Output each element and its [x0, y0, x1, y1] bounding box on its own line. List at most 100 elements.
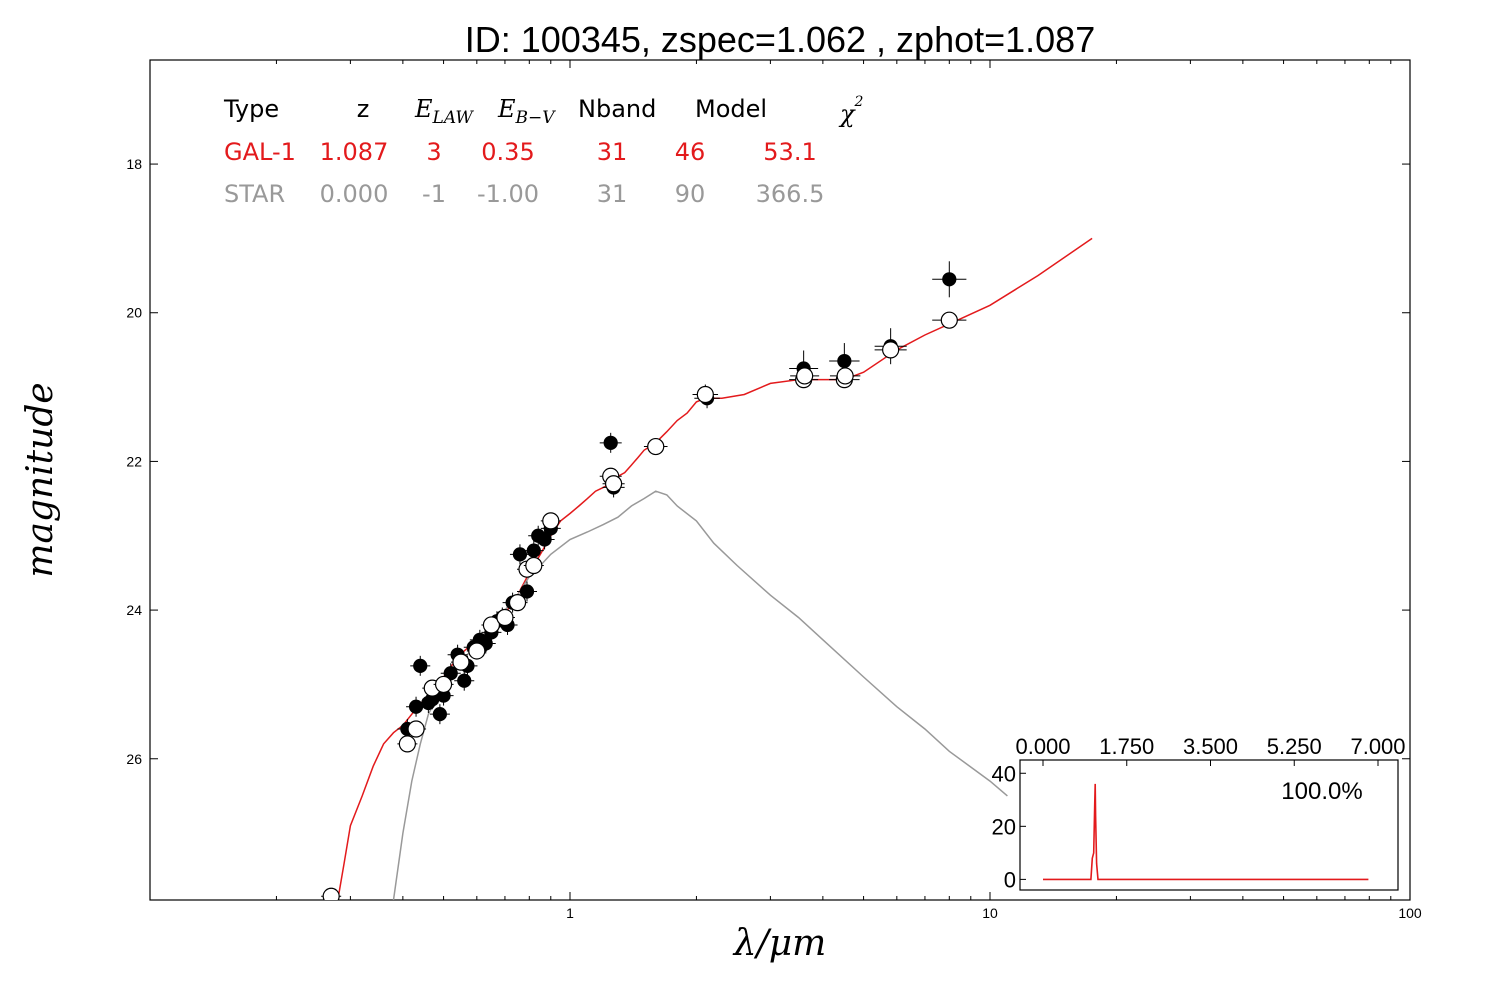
table-header-chi: χ [838, 100, 856, 128]
y-tick-label: 24 [126, 602, 142, 618]
table-row: STAR 0.000 -1 -1.00 31 90 366.5 [224, 180, 824, 208]
x-tick-label: 10 [982, 905, 998, 921]
inset-x-tick-label: 1.750 [1099, 734, 1154, 759]
table-cell: 46 [675, 138, 706, 166]
table-header-chi2: χ2 [838, 94, 864, 128]
observed-marker [942, 272, 957, 287]
model-marker [468, 642, 486, 660]
model-point [692, 385, 719, 404]
table-header-elaw-sub: LAW [432, 108, 475, 128]
inset-x-tick-label: 5.250 [1267, 734, 1322, 759]
model-marker [525, 556, 543, 575]
model-point [321, 887, 342, 900]
y-axis-label: magnitude [20, 382, 61, 577]
observed-marker [457, 673, 472, 688]
model-point [494, 608, 515, 627]
observed-point [932, 261, 967, 298]
table-cell: 0.000 [320, 180, 389, 208]
inset-x-tick-label: 0.000 [1015, 734, 1070, 759]
observed-marker [603, 435, 618, 450]
observed-marker [413, 658, 428, 673]
inset-y-tick-label: 20 [992, 814, 1016, 839]
model-point [643, 437, 668, 456]
model-marker [647, 437, 665, 456]
table-cell: 53.1 [763, 138, 816, 166]
inset-frame [1019, 759, 1399, 891]
model-marker [398, 735, 416, 753]
y-tick-label: 22 [126, 453, 142, 469]
model-marker [882, 341, 900, 359]
model-marker [452, 653, 470, 671]
model-marker [496, 608, 514, 627]
table-header-type: Type [223, 95, 279, 123]
table-cell: GAL-1 [224, 138, 296, 166]
y-axis-ticks: 18 20 22 24 26 [126, 156, 1410, 767]
table-cell: 31 [597, 138, 628, 166]
model-point [466, 642, 487, 660]
observed-point [534, 529, 555, 550]
model-marker [322, 887, 340, 900]
y-tick-label: 26 [126, 751, 142, 767]
table-row: GAL-1 1.087 3 0.35 31 46 53.1 [224, 138, 817, 166]
inset-pdz-plot: 0.000 1.750 3.500 5.250 7.000 0 20 40 100.0% [992, 734, 1406, 892]
observed-marker [519, 584, 535, 599]
observed-point [454, 670, 475, 691]
table-header-ebv: EB−V [497, 95, 556, 128]
observed-point [429, 704, 450, 725]
inset-ticks: 0.000 1.750 3.500 5.250 7.000 0 20 40 [992, 734, 1406, 892]
x-axis-label: λ/μm [732, 923, 826, 964]
table-cell: 90 [675, 180, 706, 208]
table-header-chi-sup: 2 [854, 94, 864, 110]
pdz-line [1043, 783, 1369, 881]
model-point [406, 720, 427, 738]
inset-x-tick-label: 3.500 [1183, 734, 1238, 759]
x-tick-label: 100 [1398, 905, 1422, 921]
observed-point [523, 540, 544, 561]
table-header-z: z [357, 95, 370, 123]
table-cell: 3 [426, 138, 441, 166]
table-cell: -1.00 [477, 180, 539, 208]
table-header-nband: Nband [578, 95, 656, 123]
table-cell: 366.5 [756, 180, 825, 208]
observed-marker [512, 547, 528, 562]
model-marker [482, 616, 501, 634]
table-header-row: Type z ELAW EB−V Nband Model χ2 [223, 94, 864, 128]
model-marker [407, 720, 425, 738]
model-marker [604, 475, 623, 493]
model-marker [696, 385, 714, 404]
observed-marker [526, 543, 541, 558]
observed-marker [408, 699, 424, 714]
inset-y-tick-label: 0 [1004, 867, 1016, 892]
model-marker [836, 367, 854, 385]
model-point [790, 367, 820, 385]
table-cell: 31 [597, 180, 628, 208]
table-cell: 1.087 [320, 138, 389, 166]
model-marker [940, 311, 958, 329]
model-point [433, 675, 454, 694]
model-point [397, 735, 418, 753]
main-series-group [321, 237, 1093, 900]
table-header-ebv-sub: B−V [515, 108, 557, 128]
observed-marker [837, 353, 852, 369]
inset-annotation: 100.0% [1281, 778, 1362, 805]
observed-marker [432, 707, 447, 722]
table-header-elaw-base: E [414, 95, 433, 123]
inset-y-tick-label: 40 [992, 761, 1016, 786]
table-cell: 0.35 [481, 138, 534, 166]
table-header-ebv-base: E [497, 95, 516, 123]
x-axis-ticks: 1 10 100 [149, 60, 1422, 921]
y-tick-label: 18 [126, 156, 142, 172]
inset-x-tick-label: 7.000 [1350, 734, 1405, 759]
chart-title: ID: 100345, zspec=1.062 , zphot=1.087 [465, 19, 1095, 60]
model-point [481, 616, 502, 634]
fit-table: Type z ELAW EB−V Nband Model χ2 GAL-1 1.0… [223, 94, 864, 208]
observed-marker [537, 532, 552, 547]
table-cell: STAR [224, 180, 285, 208]
observed-point [440, 663, 461, 684]
model-point [602, 475, 625, 493]
y-tick-label: 20 [126, 305, 142, 321]
observed-point [410, 655, 431, 676]
inset-series-group [1043, 783, 1369, 881]
model-marker [542, 512, 560, 530]
